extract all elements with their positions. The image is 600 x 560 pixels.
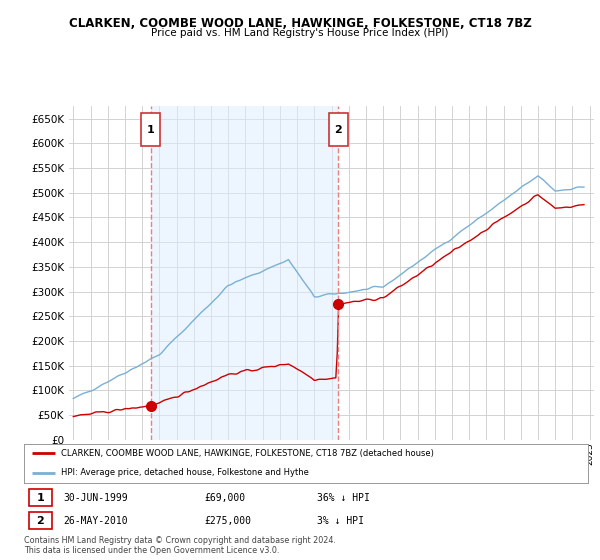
Text: CLARKEN, COOMBE WOOD LANE, HAWKINGE, FOLKESTONE, CT18 7BZ: CLARKEN, COOMBE WOOD LANE, HAWKINGE, FOL… [68, 17, 532, 30]
Text: 1: 1 [147, 125, 155, 135]
Text: Contains HM Land Registry data © Crown copyright and database right 2024.
This d: Contains HM Land Registry data © Crown c… [24, 536, 336, 556]
Text: 30-JUN-1999: 30-JUN-1999 [64, 493, 128, 502]
Text: 2: 2 [37, 516, 44, 525]
FancyBboxPatch shape [329, 113, 348, 146]
Text: CLARKEN, COOMBE WOOD LANE, HAWKINGE, FOLKESTONE, CT18 7BZ (detached house): CLARKEN, COOMBE WOOD LANE, HAWKINGE, FOL… [61, 449, 434, 458]
Text: 26-MAY-2010: 26-MAY-2010 [64, 516, 128, 525]
Text: 3% ↓ HPI: 3% ↓ HPI [317, 516, 364, 525]
Text: Price paid vs. HM Land Registry's House Price Index (HPI): Price paid vs. HM Land Registry's House … [151, 28, 449, 38]
FancyBboxPatch shape [29, 489, 52, 506]
Bar [151, 106, 338, 440]
FancyBboxPatch shape [142, 113, 160, 146]
Text: HPI: Average price, detached house, Folkestone and Hythe: HPI: Average price, detached house, Folk… [61, 468, 308, 478]
FancyBboxPatch shape [29, 512, 52, 529]
Text: 1: 1 [37, 493, 44, 502]
Text: £69,000: £69,000 [205, 493, 245, 502]
Text: 2: 2 [335, 125, 342, 135]
Text: £275,000: £275,000 [205, 516, 251, 525]
Text: 36% ↓ HPI: 36% ↓ HPI [317, 493, 370, 502]
